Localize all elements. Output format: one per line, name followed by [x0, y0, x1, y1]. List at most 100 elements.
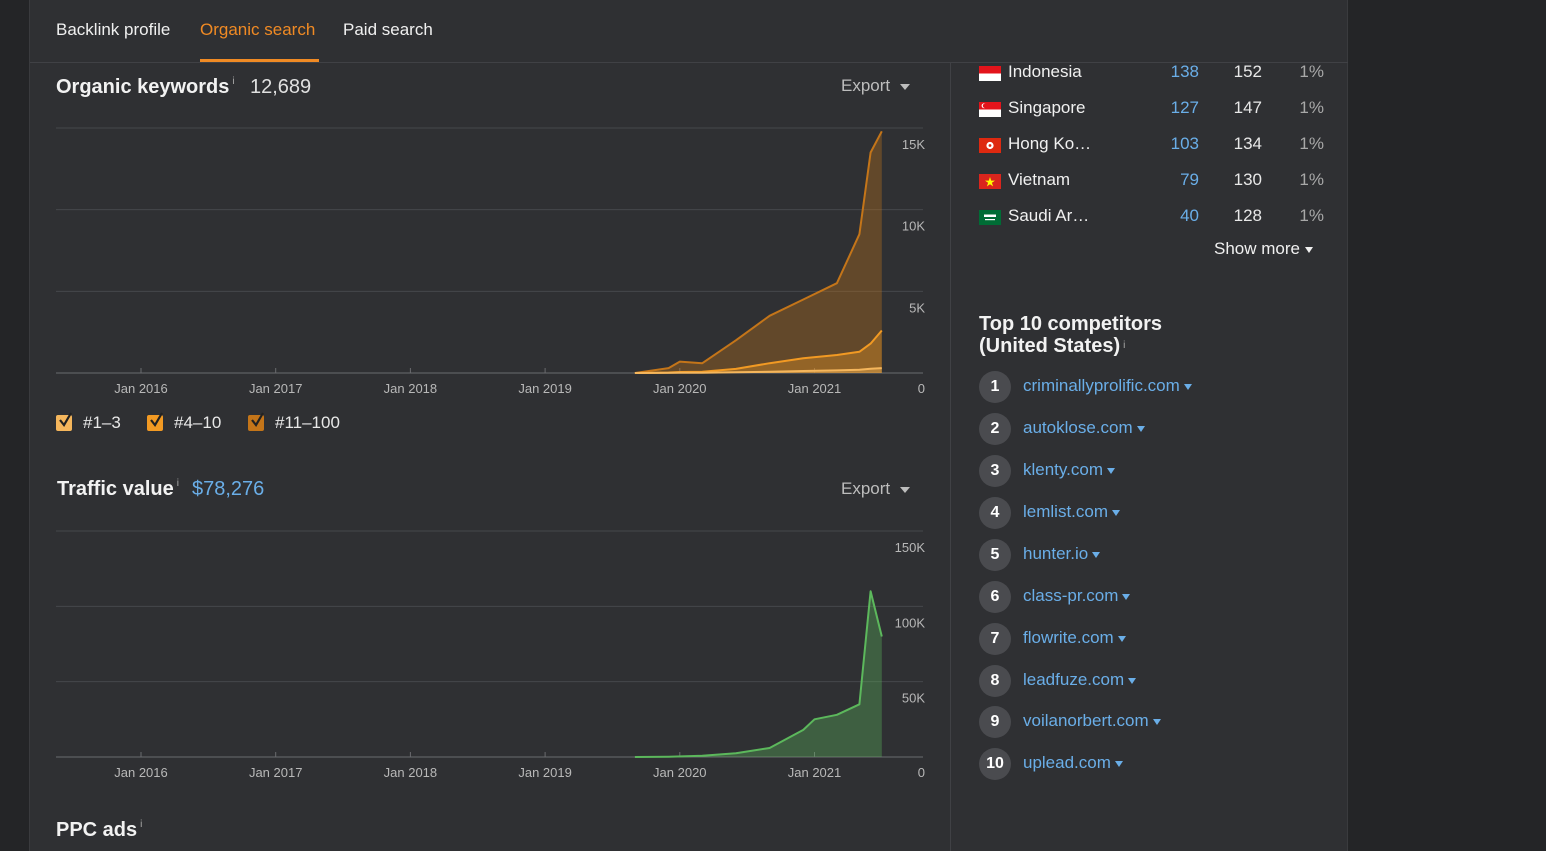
export-button-organic[interactable]: Export — [841, 76, 911, 96]
country-keywords[interactable]: 138 — [1170, 62, 1199, 81]
competitor-domain: uplead.com — [1023, 753, 1111, 772]
tab-bar: Backlink profile Organic search Paid sea… — [30, 0, 1348, 63]
competitor-link[interactable]: leadfuze.com — [1023, 670, 1137, 690]
competitor-item: 9 voilanorbert.com — [979, 706, 1319, 738]
country-name[interactable]: Singapore — [1008, 98, 1086, 117]
country-share: 1% — [1299, 98, 1324, 117]
competitor-domain: flowrite.com — [1023, 628, 1114, 647]
competitor-item: 7 flowrite.com — [979, 623, 1319, 655]
series-area — [634, 131, 882, 373]
tab-organic-search[interactable]: Organic search — [200, 20, 316, 39]
y-tick-label: 150K — [895, 540, 926, 555]
x-tick-label: Jan 2021 — [788, 765, 842, 780]
competitor-domain: class-pr.com — [1023, 586, 1119, 605]
rank-badge: 1 — [979, 371, 1011, 403]
checkbox-checked-icon[interactable] — [248, 412, 264, 431]
competitor-link[interactable]: criminallyprolific.com — [1023, 376, 1192, 396]
vietnam-flag-icon — [979, 174, 1001, 189]
chevron-down-icon[interactable] — [1112, 509, 1121, 516]
chevron-down-icon[interactable] — [1117, 635, 1126, 642]
competitor-link[interactable]: klenty.com — [1023, 460, 1115, 480]
competitor-item: 1 criminallyprolific.com — [979, 371, 1319, 403]
column-divider — [950, 63, 951, 851]
x-tick-label: Jan 2021 — [788, 381, 842, 396]
x-tick-label: Jan 2017 — [249, 765, 303, 780]
checkbox-checked-icon[interactable] — [56, 412, 72, 431]
traffic-value-amount: $78,276 — [192, 478, 265, 500]
chevron-down-icon[interactable] — [1114, 760, 1123, 767]
series-area — [634, 330, 882, 373]
chevron-down-icon[interactable] — [1092, 551, 1101, 558]
chevron-down-icon[interactable] — [1152, 718, 1161, 725]
chevron-down-icon[interactable] — [1128, 677, 1137, 684]
country-row: Saudi Ar… 40 128 1% — [979, 206, 1324, 230]
country-row: Hong Ko… 103 134 1% — [979, 134, 1324, 158]
chevron-down-icon — [900, 83, 911, 90]
country-share: 1% — [1299, 170, 1324, 189]
country-row: Indonesia 138 152 1% — [979, 62, 1324, 86]
country-keywords[interactable]: 127 — [1170, 98, 1199, 117]
competitor-domain: lemlist.com — [1023, 502, 1109, 521]
series-line — [634, 367, 882, 374]
competitor-link[interactable]: lemlist.com — [1023, 502, 1121, 522]
competitor-item: 8 leadfuze.com — [979, 665, 1319, 697]
country-name[interactable]: Saudi Ar… — [1008, 206, 1090, 225]
checkbox-checked-icon[interactable] — [147, 412, 163, 431]
indonesia-flag-icon — [979, 66, 1001, 81]
left-gutter — [0, 0, 29, 851]
competitor-domain: voilanorbert.com — [1023, 711, 1149, 730]
competitor-item: 2 autoklose.com — [979, 413, 1319, 445]
competitor-domain: leadfuze.com — [1023, 670, 1125, 689]
rank-badge: 7 — [979, 623, 1011, 655]
show-more-button[interactable]: Show more — [1214, 239, 1313, 259]
info-icon[interactable]: i — [1123, 340, 1126, 351]
ppc-ads-title: PPC ads i — [56, 819, 142, 842]
x-tick-label: Jan 2016 — [114, 381, 168, 396]
x-tick-label: Jan 2019 — [518, 381, 572, 396]
legend-label: #4–10 — [174, 413, 222, 432]
info-icon[interactable]: i — [140, 819, 143, 830]
country-keywords[interactable]: 79 — [1180, 170, 1199, 189]
chevron-down-icon[interactable] — [1136, 425, 1145, 432]
competitor-link[interactable]: voilanorbert.com — [1023, 711, 1161, 731]
competitor-item: 6 class-pr.com — [979, 581, 1319, 613]
info-icon[interactable]: i — [232, 76, 235, 87]
chevron-down-icon[interactable] — [1183, 383, 1192, 390]
competitor-item: 3 klenty.com — [979, 455, 1319, 487]
chevron-down-icon[interactable] — [1122, 593, 1131, 600]
country-name[interactable]: Vietnam — [1008, 170, 1071, 189]
country-keywords[interactable]: 40 — [1180, 206, 1199, 225]
ppc-ads-label: PPC ads — [56, 819, 138, 841]
competitor-link[interactable]: flowrite.com — [1023, 628, 1126, 648]
competitor-link[interactable]: class-pr.com — [1023, 586, 1131, 606]
tab-paid-search[interactable]: Paid search — [343, 20, 433, 39]
export-label: Export — [841, 76, 891, 95]
chevron-down-icon — [900, 486, 911, 493]
info-icon[interactable]: i — [176, 478, 179, 489]
rank-badge: 6 — [979, 581, 1011, 613]
singapore-flag-icon — [979, 102, 1001, 117]
competitor-link[interactable]: uplead.com — [1023, 753, 1123, 773]
series-area — [634, 591, 882, 757]
chevron-down-icon[interactable] — [1107, 467, 1115, 474]
y-tick-label: 5K — [909, 300, 925, 315]
rank-badge: 3 — [979, 455, 1011, 487]
export-label: Export — [841, 479, 891, 498]
rank-badge: 9 — [979, 706, 1011, 738]
organic-keywords-chart: 15K 10K 5K 0 Jan 2016 Jan 2017 Jan 2018 Jan 201… — [56, 127, 925, 396]
competitor-domain: criminallyprolific.com — [1023, 376, 1180, 395]
legend-label: #1–3 — [83, 413, 121, 432]
competitor-link[interactable]: hunter.io — [1023, 544, 1101, 564]
country-share: 1% — [1299, 206, 1324, 225]
competitor-link[interactable]: autoklose.com — [1023, 418, 1145, 438]
country-name[interactable]: Hong Ko… — [1008, 134, 1092, 153]
chevron-down-icon — [1304, 246, 1313, 253]
country-name[interactable]: Indonesia — [1008, 62, 1082, 81]
country-share: 1% — [1299, 134, 1324, 153]
export-button-traffic[interactable]: Export — [841, 479, 911, 499]
traffic-value-label: Traffic value — [57, 478, 174, 500]
country-share: 1% — [1299, 62, 1324, 81]
organic-keywords-value: 12,689 — [250, 76, 312, 98]
country-keywords[interactable]: 103 — [1170, 134, 1199, 153]
tab-backlink-profile[interactable]: Backlink profile — [56, 20, 171, 39]
